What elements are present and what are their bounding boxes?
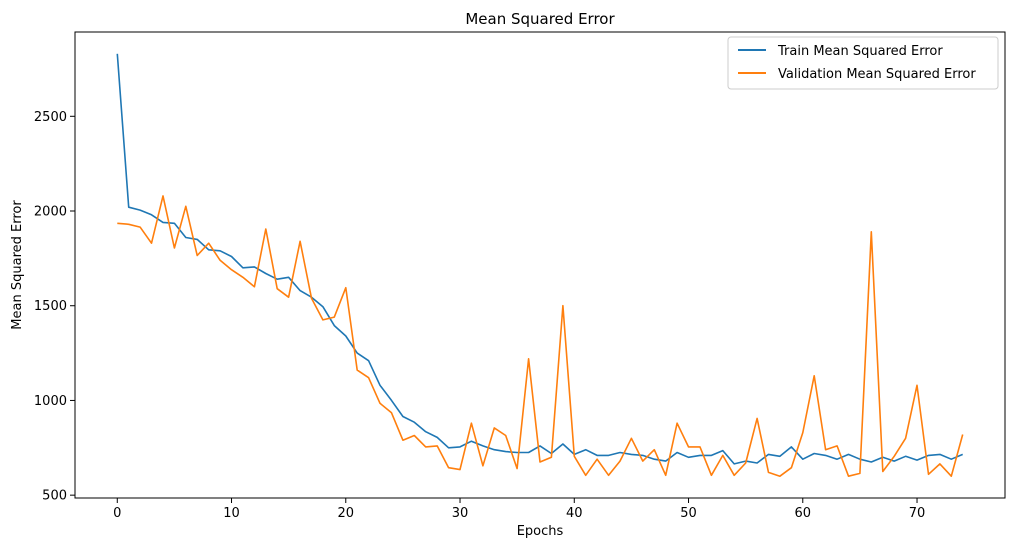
x-tick-label: 0 bbox=[113, 506, 121, 521]
x-tick-label: 40 bbox=[566, 506, 583, 521]
validation-mse-line bbox=[117, 195, 964, 478]
legend-label-train: Train Mean Squared Error bbox=[777, 44, 943, 59]
legend-box bbox=[727, 36, 999, 90]
legend-label-validation: Validation Mean Squared Error bbox=[778, 67, 976, 82]
x-axis-label: Epochs bbox=[517, 524, 564, 539]
x-tick-label: 10 bbox=[223, 506, 240, 521]
y-tick-label: 2500 bbox=[34, 110, 67, 125]
y-tick-label: 2000 bbox=[34, 205, 67, 220]
x-axis-ticks: 0 10 20 30 40 50 60 70 bbox=[113, 498, 925, 521]
x-tick-label: 60 bbox=[795, 506, 812, 521]
plot-area bbox=[74, 31, 1006, 499]
y-axis-label: Mean Squared Error bbox=[10, 200, 25, 330]
x-tick-label: 70 bbox=[909, 506, 926, 521]
y-axis-ticks: 500 1000 1500 2000 2500 bbox=[34, 110, 75, 504]
legend: Train Mean Squared Error Validation Mean… bbox=[727, 36, 999, 90]
x-tick-label: 20 bbox=[338, 506, 355, 521]
series-lines bbox=[116, 53, 964, 478]
y-tick-label: 1500 bbox=[34, 299, 67, 314]
y-tick-label: 1000 bbox=[34, 394, 67, 409]
chart-title: Mean Squared Error bbox=[465, 10, 615, 28]
x-tick-label: 50 bbox=[680, 506, 697, 521]
y-tick-label: 500 bbox=[42, 489, 67, 504]
x-tick-label: 30 bbox=[452, 506, 469, 521]
